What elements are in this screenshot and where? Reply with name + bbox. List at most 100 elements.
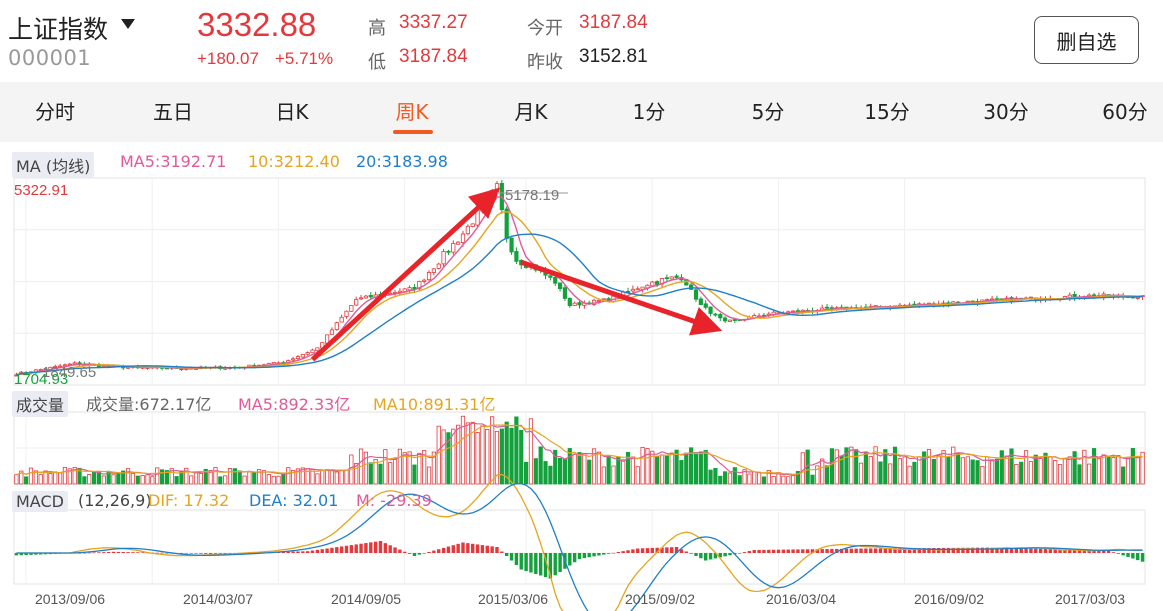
volume-bar [655,456,660,485]
volume-bar [223,475,228,485]
macd-bar [844,548,849,553]
volume-bar [1106,455,1111,485]
macd-bar [155,552,159,554]
remove-watchlist-button[interactable]: 删自选 [1034,16,1139,64]
tab-five-day[interactable]: 五日 [153,100,193,124]
volume-bar [373,458,378,485]
macd-bar [179,553,184,554]
volume-tag[interactable]: 成交量 [12,391,69,417]
macd-bar [407,553,412,554]
candle-body [553,276,558,284]
macd-bar [951,547,955,553]
macd-bar [757,549,761,553]
volume-bar [873,446,878,485]
macd-bar [369,542,373,553]
macd-bar [917,548,921,553]
candle-body [349,305,354,312]
candle-body [417,281,422,290]
macd-bar [165,552,169,554]
volume-series [14,415,1145,485]
candle-body [431,268,436,273]
x-tick-label: 2017/03/03 [1055,591,1125,607]
volume-bar [815,465,820,485]
volume-bar [441,429,446,485]
tab-weekly-k[interactable]: 周K [395,100,429,124]
volume-bar [902,456,907,485]
macd-bar [495,547,499,553]
x-tick-label: 2013/09/06 [35,591,105,607]
tab-15min[interactable]: 15分 [864,100,910,124]
macd-bar [602,553,606,555]
volume-bar [300,467,305,485]
volume-bar [485,429,490,485]
macd-bar [354,544,358,553]
volume-bar [669,452,674,485]
macd-bar [29,553,33,555]
macd-bar [606,553,611,554]
tab-intraday[interactable]: 分时 [35,100,75,124]
tab-1min[interactable]: 1分 [632,100,666,124]
macd-bar [1092,550,1096,553]
last-price: 3332.88 [197,6,317,43]
candle-body [300,353,305,358]
macd-bar [184,553,189,554]
volume-bar [412,464,417,485]
volume-bar [708,469,713,485]
macd-bar [776,549,781,553]
volume-bar [218,476,223,485]
candle-body [344,310,349,317]
macd-bar [762,549,766,553]
volume-bar [703,449,708,485]
candle-body [334,322,339,330]
volume-bar [1091,448,1097,485]
macd-bar [126,552,130,553]
volume-bar [407,451,412,485]
volume-bar [698,451,703,485]
macd-bar [548,553,553,579]
ma-tag[interactable]: MA (均线) [12,152,95,178]
macd-bar [1038,548,1043,553]
candle-body [465,225,470,235]
macd-bar [485,545,489,553]
volume-bar [771,476,776,485]
volume-bar [446,432,451,485]
macd-bar [568,553,572,566]
macd-bar [869,548,873,553]
tab-5min[interactable]: 5分 [751,100,785,124]
tab-daily-k[interactable]: 日K [275,100,309,124]
volume-bar [674,449,679,485]
macd-bar [747,551,752,553]
volume-bar [189,475,194,485]
volume-bar [562,459,568,485]
volume-bar [368,462,373,485]
macd-bar [985,547,989,553]
tab-monthly-k[interactable]: 月K [514,100,548,124]
macd-bar [1111,552,1116,553]
macd-bar [19,553,23,556]
volume-bar [528,418,534,485]
caret-down-icon[interactable] [121,19,135,29]
macd-tag[interactable]: MACD [12,491,68,512]
volume-bar [1082,449,1087,485]
tab-60min[interactable]: 60分 [1102,100,1148,124]
macd-bar [393,547,397,553]
volume-bar [480,425,485,485]
volume-bar [611,465,616,485]
volume-bar [509,427,514,485]
volume-bar [417,452,422,485]
volume-bar [557,457,563,485]
candle-body [732,319,737,321]
macd-bar [640,548,645,553]
macd-bar [82,552,87,554]
candle-body [368,294,373,298]
volume-bar [844,447,849,485]
macd-bar [941,547,946,553]
macd-bar [403,551,407,553]
tab-30min[interactable]: 30分 [983,100,1029,124]
volume-bar [87,474,92,485]
index-name[interactable]: 上证指数 [8,15,109,44]
volume-bar [397,448,402,485]
macd-bar [218,553,222,554]
macd-bar [975,547,980,553]
